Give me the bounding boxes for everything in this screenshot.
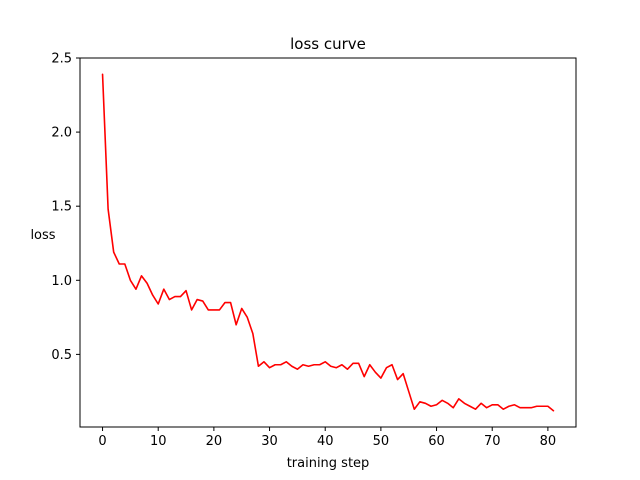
tick-marks [76, 57, 549, 431]
y-tick-labels: 0.5 1.0 1.5 2.0 2.5 [51, 52, 72, 363]
x-tick-label: 20 [206, 434, 223, 449]
x-axis-title: training step [287, 456, 370, 471]
x-tick-label: 30 [261, 434, 278, 449]
x-tick-label: 40 [317, 434, 334, 449]
x-tick-label: 70 [484, 434, 501, 449]
x-tick-label: 10 [150, 434, 167, 449]
chart-title: loss curve [290, 35, 366, 53]
axes-frame [79, 57, 577, 428]
x-tick-label: 0 [98, 434, 106, 449]
y-tick-label: 1.0 [51, 274, 72, 289]
x-tick-label: 60 [428, 434, 445, 449]
loss-series-line [101, 73, 555, 412]
x-tick-label: 80 [540, 434, 557, 449]
loss-series-points [102, 74, 554, 411]
x-tick-labels: 0 10 20 30 40 50 60 70 80 [98, 434, 556, 449]
y-tick-label: 2.0 [51, 126, 72, 141]
y-tick-label: 0.5 [51, 348, 72, 363]
y-tick-label: 2.5 [51, 52, 72, 67]
y-axis-title: loss [30, 228, 55, 243]
y-tick-label: 1.5 [51, 200, 72, 215]
series-layer [101, 73, 555, 412]
x-tick-label: 50 [373, 434, 390, 449]
